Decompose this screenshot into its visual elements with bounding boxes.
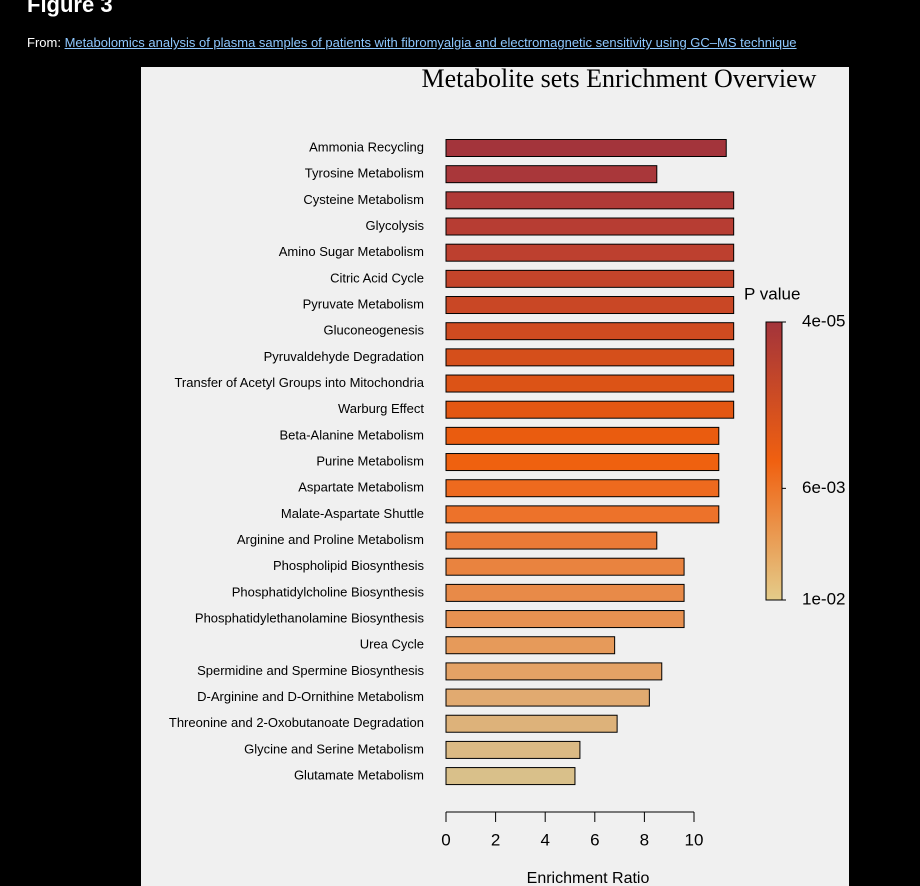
bar (445, 740, 581, 759)
bar (445, 453, 720, 472)
bar (445, 243, 735, 262)
bar (445, 217, 735, 236)
bar (445, 767, 576, 786)
category-label: Glycolysis (365, 218, 424, 233)
x-tick-label: 2 (491, 830, 500, 849)
category-label: Pyruvaldehyde Degradation (264, 349, 424, 364)
bar (445, 400, 735, 419)
bar (445, 322, 735, 341)
category-label: Threonine and 2-Oxobutanoate Degradation (169, 715, 424, 730)
category-label: Transfer of Acetyl Groups into Mitochond… (174, 375, 424, 390)
figure-heading: Figure 3 (27, 0, 113, 17)
x-tick-label: 4 (540, 830, 549, 849)
from-label: From: (27, 35, 61, 50)
category-label: Ammonia Recycling (309, 139, 424, 154)
colorbar-title: P value (744, 284, 800, 303)
category-label: Amino Sugar Metabolism (279, 244, 424, 259)
colorbar (765, 321, 783, 601)
colorbar-tick-label: 1e-02 (802, 589, 845, 608)
category-label: Glutamate Metabolism (294, 768, 424, 783)
bar (445, 374, 735, 393)
article-link[interactable]: Metabolomics analysis of plasma samples … (64, 35, 797, 50)
category-label: Glycine and Serine Metabolism (244, 741, 424, 756)
bar (445, 688, 650, 707)
bar (445, 348, 735, 367)
bar (445, 531, 658, 550)
bar (445, 296, 735, 315)
category-label: Phosphatidylcholine Biosynthesis (232, 584, 425, 599)
category-label: Malate-Aspartate Shuttle (281, 506, 424, 521)
x-axis-label: Enrichment Ratio (527, 870, 650, 886)
category-label: Spermidine and Spermine Biosynthesis (197, 663, 424, 678)
category-label: D-Arginine and D-Ornithine Metabolism (197, 689, 424, 704)
x-tick-label: 6 (590, 830, 599, 849)
bar (445, 636, 616, 655)
source-line: From: Metabolomics analysis of plasma sa… (27, 35, 797, 50)
x-tick-label: 0 (441, 830, 450, 849)
category-label: Pyruvate Metabolism (303, 296, 424, 311)
bar (445, 714, 618, 733)
category-label: Gluconeogenesis (324, 323, 425, 338)
bar (445, 139, 727, 157)
category-label: Phospholipid Biosynthesis (273, 558, 425, 573)
bar (445, 505, 720, 524)
chart-panel (141, 67, 849, 886)
bar (445, 269, 735, 288)
category-label: Warburg Effect (338, 401, 424, 416)
category-label: Aspartate Metabolism (298, 480, 424, 495)
bar (445, 662, 663, 681)
x-tick-label: 8 (640, 830, 649, 849)
category-label: Phosphatidylethanolamine Biosynthesis (195, 610, 425, 625)
bar (445, 426, 720, 445)
x-tick-label: 10 (685, 830, 704, 849)
category-label: Citric Acid Cycle (330, 270, 424, 285)
category-label: Purine Metabolism (316, 453, 424, 468)
colorbar-tick-label: 4e-05 (802, 311, 845, 330)
colorbar-tick-label: 6e-03 (802, 478, 845, 497)
bar (445, 583, 685, 602)
chart-title: Metabolite sets Enrichment Overview (422, 64, 817, 93)
category-label: Beta-Alanine Metabolism (279, 427, 424, 442)
category-label: Urea Cycle (360, 637, 424, 652)
category-label: Tyrosine Metabolism (305, 166, 424, 181)
category-label: Arginine and Proline Metabolism (237, 532, 424, 547)
bar (445, 557, 685, 576)
bar (445, 191, 735, 210)
category-label: Cysteine Metabolism (303, 192, 424, 207)
bar (445, 610, 685, 629)
bar (445, 165, 658, 184)
bar (445, 479, 720, 498)
